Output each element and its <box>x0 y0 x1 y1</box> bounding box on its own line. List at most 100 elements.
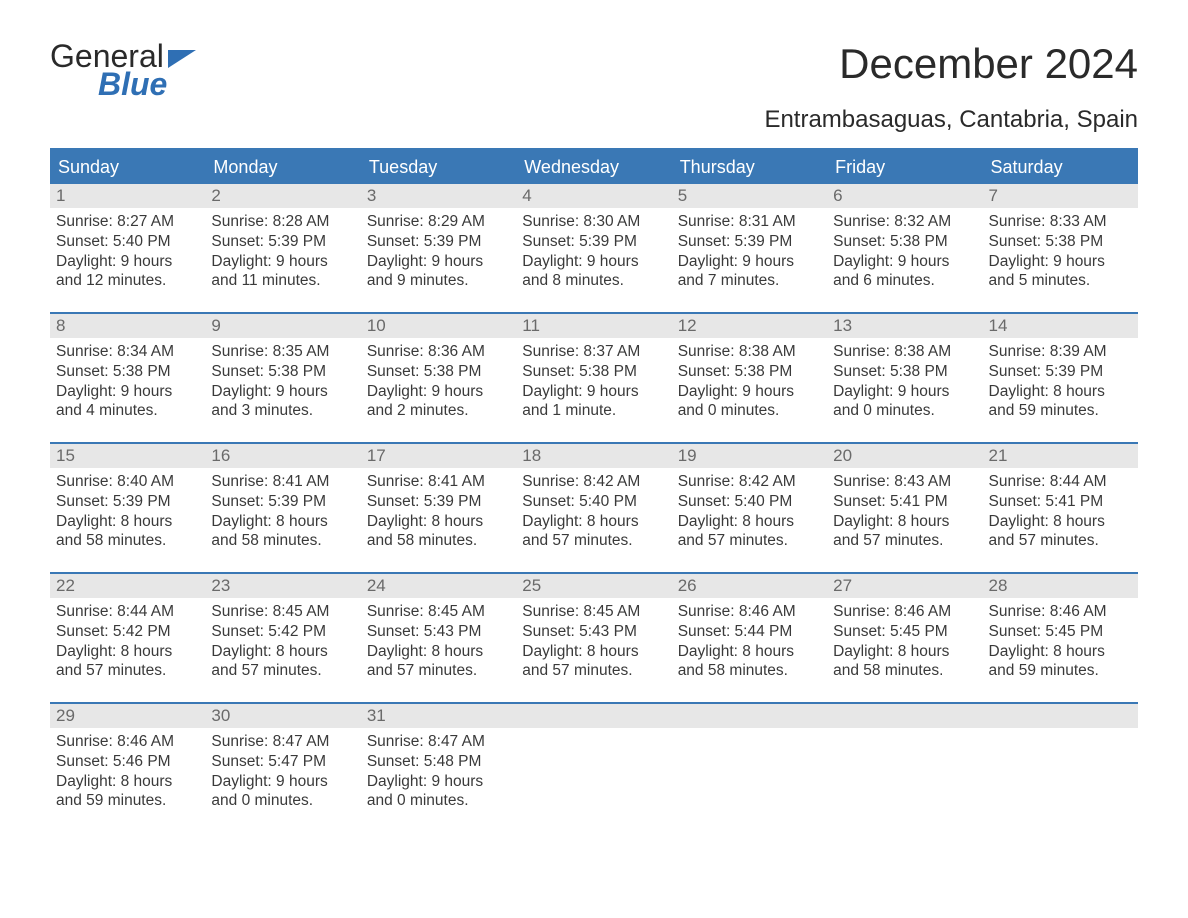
day-number: 4 <box>516 184 671 208</box>
day-cell: 15Sunrise: 8:40 AMSunset: 5:39 PMDayligh… <box>50 444 205 572</box>
sunset-line: Sunset: 5:39 PM <box>367 232 510 252</box>
day-body: Sunrise: 8:27 AMSunset: 5:40 PMDaylight:… <box>50 208 205 291</box>
daylight-line-2: and 4 minutes. <box>56 401 199 421</box>
day-cell: 22Sunrise: 8:44 AMSunset: 5:42 PMDayligh… <box>50 574 205 702</box>
day-body: Sunrise: 8:47 AMSunset: 5:47 PMDaylight:… <box>205 728 360 811</box>
day-cell: 26Sunrise: 8:46 AMSunset: 5:44 PMDayligh… <box>672 574 827 702</box>
daylight-line-1: Daylight: 8 hours <box>522 512 665 532</box>
day-number: 3 <box>361 184 516 208</box>
day-cell: 13Sunrise: 8:38 AMSunset: 5:38 PMDayligh… <box>827 314 982 442</box>
day-cell: 4Sunrise: 8:30 AMSunset: 5:39 PMDaylight… <box>516 184 671 312</box>
day-number: 11 <box>516 314 671 338</box>
sunset-line: Sunset: 5:38 PM <box>833 232 976 252</box>
daylight-line-1: Daylight: 9 hours <box>367 252 510 272</box>
day-body: Sunrise: 8:46 AMSunset: 5:45 PMDaylight:… <box>827 598 982 681</box>
sunrise-line: Sunrise: 8:27 AM <box>56 212 199 232</box>
sunset-line: Sunset: 5:43 PM <box>522 622 665 642</box>
sunset-line: Sunset: 5:41 PM <box>989 492 1132 512</box>
day-cell: 5Sunrise: 8:31 AMSunset: 5:39 PMDaylight… <box>672 184 827 312</box>
daylight-line-2: and 58 minutes. <box>56 531 199 551</box>
daylight-line-2: and 0 minutes. <box>833 401 976 421</box>
sunrise-line: Sunrise: 8:41 AM <box>367 472 510 492</box>
daylight-line-1: Daylight: 9 hours <box>833 382 976 402</box>
day-number: 27 <box>827 574 982 598</box>
daylight-line-1: Daylight: 9 hours <box>678 382 821 402</box>
daylight-line-2: and 2 minutes. <box>367 401 510 421</box>
day-cell: 9Sunrise: 8:35 AMSunset: 5:38 PMDaylight… <box>205 314 360 442</box>
daylight-line-2: and 11 minutes. <box>211 271 354 291</box>
week-row: 22Sunrise: 8:44 AMSunset: 5:42 PMDayligh… <box>50 572 1138 702</box>
day-body: Sunrise: 8:42 AMSunset: 5:40 PMDaylight:… <box>672 468 827 551</box>
sunset-line: Sunset: 5:45 PM <box>833 622 976 642</box>
brand-word-2: Blue <box>98 68 196 100</box>
daylight-line-1: Daylight: 8 hours <box>833 512 976 532</box>
week-row: 15Sunrise: 8:40 AMSunset: 5:39 PMDayligh… <box>50 442 1138 572</box>
daylight-line-1: Daylight: 9 hours <box>367 772 510 792</box>
day-number: 6 <box>827 184 982 208</box>
day-number: 13 <box>827 314 982 338</box>
title-block: December 2024 Entrambasaguas, Cantabria,… <box>764 40 1138 134</box>
day-body: Sunrise: 8:39 AMSunset: 5:39 PMDaylight:… <box>983 338 1138 421</box>
day-number: 1 <box>50 184 205 208</box>
daylight-line-1: Daylight: 9 hours <box>989 252 1132 272</box>
sunrise-line: Sunrise: 8:46 AM <box>989 602 1132 622</box>
day-cell: 17Sunrise: 8:41 AMSunset: 5:39 PMDayligh… <box>361 444 516 572</box>
sunset-line: Sunset: 5:42 PM <box>211 622 354 642</box>
day-number: 2 <box>205 184 360 208</box>
day-number: 29 <box>50 704 205 728</box>
day-body: Sunrise: 8:29 AMSunset: 5:39 PMDaylight:… <box>361 208 516 291</box>
day-cell: 6Sunrise: 8:32 AMSunset: 5:38 PMDaylight… <box>827 184 982 312</box>
daylight-line-2: and 58 minutes. <box>211 531 354 551</box>
day-body: Sunrise: 8:45 AMSunset: 5:43 PMDaylight:… <box>361 598 516 681</box>
daylight-line-2: and 57 minutes. <box>522 531 665 551</box>
daylight-line-2: and 0 minutes. <box>211 791 354 811</box>
sunset-line: Sunset: 5:39 PM <box>678 232 821 252</box>
brand-logo: General Blue <box>50 40 196 100</box>
day-cell: 8Sunrise: 8:34 AMSunset: 5:38 PMDaylight… <box>50 314 205 442</box>
sunset-line: Sunset: 5:43 PM <box>367 622 510 642</box>
sunset-line: Sunset: 5:38 PM <box>56 362 199 382</box>
sunset-line: Sunset: 5:38 PM <box>211 362 354 382</box>
daylight-line-1: Daylight: 9 hours <box>522 252 665 272</box>
week-row: 8Sunrise: 8:34 AMSunset: 5:38 PMDaylight… <box>50 312 1138 442</box>
day-number: 30 <box>205 704 360 728</box>
sunset-line: Sunset: 5:48 PM <box>367 752 510 772</box>
day-cell: 28Sunrise: 8:46 AMSunset: 5:45 PMDayligh… <box>983 574 1138 702</box>
daylight-line-2: and 1 minute. <box>522 401 665 421</box>
weekday-header: Friday <box>827 151 982 184</box>
day-number: 25 <box>516 574 671 598</box>
day-body: Sunrise: 8:30 AMSunset: 5:39 PMDaylight:… <box>516 208 671 291</box>
sunrise-line: Sunrise: 8:47 AM <box>211 732 354 752</box>
day-number: 7 <box>983 184 1138 208</box>
calendar: Sunday Monday Tuesday Wednesday Thursday… <box>50 148 1138 832</box>
brand-triangle-icon <box>168 50 196 68</box>
daylight-line-2: and 57 minutes. <box>211 661 354 681</box>
day-body: Sunrise: 8:44 AMSunset: 5:41 PMDaylight:… <box>983 468 1138 551</box>
daylight-line-2: and 59 minutes. <box>989 401 1132 421</box>
day-cell: . <box>827 704 982 832</box>
daylight-line-1: Daylight: 8 hours <box>678 512 821 532</box>
weekday-header: Thursday <box>672 151 827 184</box>
sunset-line: Sunset: 5:38 PM <box>989 232 1132 252</box>
daylight-line-2: and 58 minutes. <box>367 531 510 551</box>
daylight-line-1: Daylight: 8 hours <box>989 512 1132 532</box>
day-number: 16 <box>205 444 360 468</box>
day-body: Sunrise: 8:41 AMSunset: 5:39 PMDaylight:… <box>361 468 516 551</box>
daylight-line-2: and 59 minutes. <box>56 791 199 811</box>
day-number: . <box>827 704 982 728</box>
day-number: 15 <box>50 444 205 468</box>
daylight-line-2: and 57 minutes. <box>56 661 199 681</box>
day-body: Sunrise: 8:46 AMSunset: 5:45 PMDaylight:… <box>983 598 1138 681</box>
day-cell: 21Sunrise: 8:44 AMSunset: 5:41 PMDayligh… <box>983 444 1138 572</box>
sunrise-line: Sunrise: 8:42 AM <box>522 472 665 492</box>
week-row: 29Sunrise: 8:46 AMSunset: 5:46 PMDayligh… <box>50 702 1138 832</box>
daylight-line-2: and 57 minutes. <box>989 531 1132 551</box>
daylight-line-2: and 58 minutes. <box>678 661 821 681</box>
sunset-line: Sunset: 5:42 PM <box>56 622 199 642</box>
day-cell: 10Sunrise: 8:36 AMSunset: 5:38 PMDayligh… <box>361 314 516 442</box>
day-number: 14 <box>983 314 1138 338</box>
daylight-line-2: and 12 minutes. <box>56 271 199 291</box>
daylight-line-1: Daylight: 8 hours <box>989 642 1132 662</box>
week-row: 1Sunrise: 8:27 AMSunset: 5:40 PMDaylight… <box>50 184 1138 312</box>
daylight-line-1: Daylight: 8 hours <box>989 382 1132 402</box>
